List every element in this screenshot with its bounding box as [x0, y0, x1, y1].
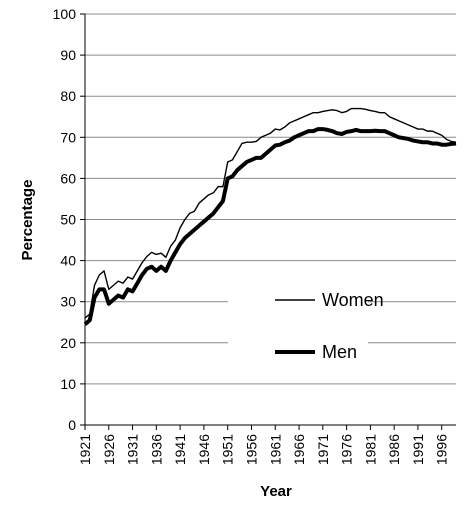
series-line-men — [83, 127, 457, 326]
y-tick-label: 80 — [60, 88, 76, 104]
y-axis-title: Percentage — [19, 180, 36, 261]
y-tick-label: 60 — [60, 170, 76, 186]
x-tick-label: 1976 — [339, 434, 355, 465]
x-tick-label: 1981 — [362, 434, 378, 465]
y-tick-label: 20 — [60, 335, 76, 351]
legend: Women Men — [228, 275, 384, 375]
legend-label-women: Women — [322, 290, 384, 310]
x-tick-label: 1941 — [172, 434, 188, 465]
series-line-women — [84, 107, 457, 319]
y-tick-label: 50 — [60, 212, 76, 228]
y-tick-label: 100 — [53, 6, 77, 22]
x-tick-label: 1951 — [220, 434, 236, 465]
y-tick-labels: 0 10 20 30 40 50 60 70 80 90 100 — [53, 6, 85, 433]
legend-label-men: Men — [322, 342, 357, 362]
x-tick-label: 1986 — [386, 434, 402, 465]
y-tick-label: 40 — [60, 253, 76, 269]
x-tick-label: 1996 — [434, 434, 450, 465]
y-tick-label: 30 — [60, 294, 76, 310]
x-tick-labels: 1921 1926 1931 1936 1941 1946 1951 1956 1961 1966… — [77, 425, 450, 465]
y-tick-label: 90 — [60, 47, 76, 63]
x-tick-label: 1921 — [77, 434, 93, 465]
y-tick-label: 70 — [60, 129, 76, 145]
x-tick-label: 1931 — [125, 434, 141, 465]
x-tick-label: 1971 — [315, 434, 331, 465]
y-tick-label: 10 — [60, 376, 76, 392]
x-tick-label: 1946 — [196, 434, 212, 465]
series-lines — [83, 107, 457, 326]
x-tick-label: 1936 — [148, 434, 164, 465]
x-tick-label: 1956 — [243, 434, 259, 465]
x-tick-label: 1926 — [101, 434, 117, 465]
x-tick-label: 1966 — [291, 434, 307, 465]
x-axis-title: Year — [260, 483, 292, 500]
legend-box — [228, 275, 368, 375]
x-tick-label: 1961 — [267, 434, 283, 465]
y-tick-label: 0 — [68, 417, 76, 433]
x-tick-label: 1991 — [410, 434, 426, 465]
gridlines — [85, 13, 456, 385]
